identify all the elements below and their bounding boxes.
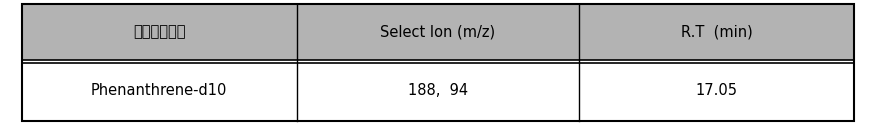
Bar bbox=[22, 4, 854, 60]
Text: Phenanthrene-d10: Phenanthrene-d10 bbox=[91, 83, 228, 98]
Text: 내부표준물질: 내부표준물질 bbox=[133, 24, 186, 39]
Text: Select Ion (m/z): Select Ion (m/z) bbox=[380, 24, 496, 39]
Text: 188,  94: 188, 94 bbox=[408, 83, 468, 98]
Bar bbox=[22, 60, 854, 121]
Text: R.T  (min): R.T (min) bbox=[681, 24, 752, 39]
Text: 17.05: 17.05 bbox=[696, 83, 738, 98]
